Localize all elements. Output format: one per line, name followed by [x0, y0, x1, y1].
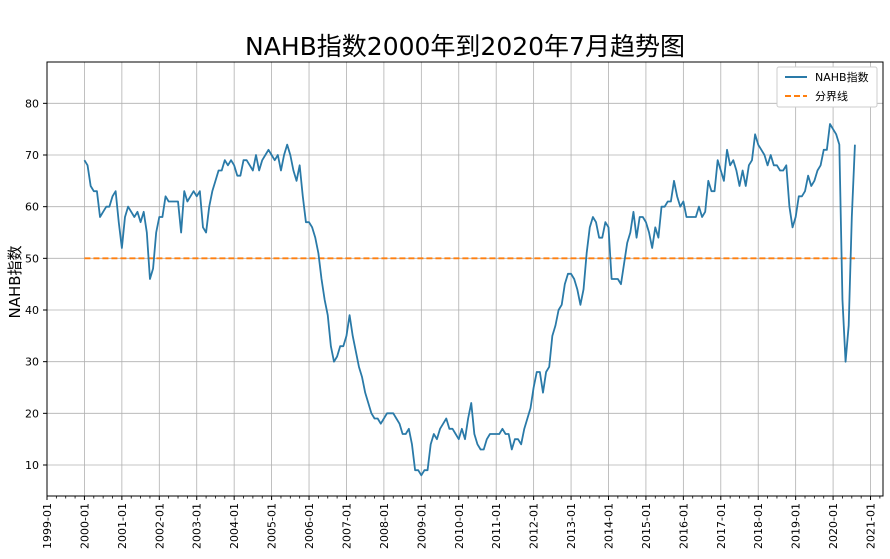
nahb-series-line	[83, 123, 856, 477]
y-tick-label: 80	[25, 97, 39, 110]
x-tick-label: 2011-01	[490, 503, 503, 549]
x-tick-label: 2020-01	[827, 503, 840, 549]
x-tick-label: 2002-01	[153, 503, 166, 549]
x-tick-label: 2010-01	[453, 503, 466, 549]
x-tick-label: 2019-01	[790, 503, 803, 549]
x-tick-label: 2004-01	[228, 503, 241, 549]
x-tick-label: 2013-01	[565, 503, 578, 549]
x-tick-label: 2006-01	[303, 503, 316, 549]
legend: NAHB指数 分界线	[776, 66, 878, 108]
x-tick-label: 2001-01	[116, 503, 129, 549]
tick-layer: 10 20 30 40 50 60 70 80 1999-01 2000-01 2001-01 200…	[25, 97, 881, 549]
legend-label-boundary: 分界线	[815, 89, 848, 103]
y-tick-label: 20	[25, 407, 39, 420]
x-tick-label: 2021-01	[865, 503, 878, 549]
y-tick-label: 30	[25, 356, 39, 369]
x-tick-label: 2018-01	[752, 503, 765, 549]
x-tick-label: 2014-01	[602, 503, 615, 549]
x-tick-label: 2007-01	[340, 503, 353, 549]
x-tick-label: 2016-01	[677, 503, 690, 549]
x-tick-label: 2017-01	[715, 503, 728, 549]
legend-label-nahb: NAHB指数	[815, 70, 869, 84]
x-tick-label: 2000-01	[78, 503, 91, 549]
x-tick-label: 2015-01	[640, 503, 653, 549]
y-axis-title: NAHB指数	[6, 245, 24, 318]
chart-title: NAHB指数2000年到2020年7月趋势图	[245, 32, 685, 61]
x-tick-label: 1999-01	[41, 503, 54, 549]
y-tick-label: 50	[25, 252, 39, 265]
grid-layer	[46, 62, 883, 496]
y-tick-label: 60	[25, 201, 39, 214]
y-tick-label: 10	[25, 459, 39, 472]
x-tick-label: 2008-01	[378, 503, 391, 549]
x-tick-label: 2003-01	[191, 503, 204, 549]
x-tick-label: 2009-01	[415, 503, 428, 549]
x-tick-label: 2005-01	[266, 503, 279, 549]
series-layer	[83, 123, 856, 477]
plot-frame	[46, 61, 884, 497]
y-tick-label: 40	[25, 304, 39, 317]
y-tick-label: 70	[25, 149, 39, 162]
x-tick-label: 2012-01	[528, 503, 541, 549]
